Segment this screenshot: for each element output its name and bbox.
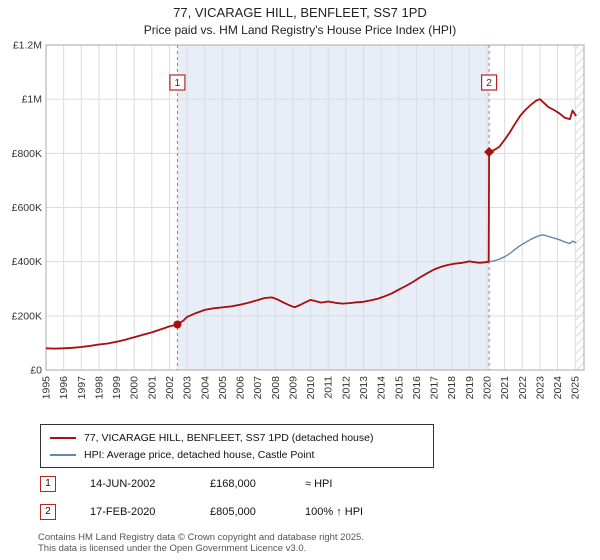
svg-text:2020: 2020 (481, 376, 493, 400)
svg-text:1995: 1995 (41, 376, 53, 400)
svg-text:2010: 2010 (305, 376, 317, 400)
svg-text:1999: 1999 (111, 376, 123, 400)
svg-text:2013: 2013 (358, 376, 370, 400)
svg-text:2024: 2024 (552, 376, 564, 400)
sale-row-2: 2 17-FEB-2020 £805,000 100% ↑ HPI (40, 504, 363, 520)
sale-2-date: 17-FEB-2020 (90, 506, 156, 518)
svg-text:2008: 2008 (270, 376, 282, 400)
svg-text:2004: 2004 (199, 376, 211, 400)
svg-text:2006: 2006 (235, 376, 247, 400)
sale-2-hpi-note: 100% ↑ HPI (305, 506, 364, 518)
svg-text:2019: 2019 (464, 376, 476, 400)
svg-text:£600K: £600K (12, 202, 42, 214)
sale-2-price: £805,000 (210, 506, 256, 518)
svg-text:2002: 2002 (164, 376, 176, 400)
sale-1-marker: 1 (40, 476, 56, 492)
svg-text:2009: 2009 (287, 376, 299, 400)
svg-text:2022: 2022 (517, 376, 529, 400)
legend-swatch-price (50, 436, 76, 439)
sale-1-date: 14-JUN-2002 (90, 478, 156, 490)
sale-2-marker: 2 (40, 504, 56, 520)
legend-label-hpi: HPI: Average price, detached house, Cast… (84, 448, 315, 461)
legend-label-price: 77, VICARAGE HILL, BENFLEET, SS7 1PD (de… (84, 431, 374, 444)
svg-text:£800K: £800K (12, 148, 42, 160)
page-title: 77, VICARAGE HILL, BENFLEET, SS7 1PD (173, 5, 427, 20)
footer-line1: Contains HM Land Registry data © Crown c… (38, 532, 364, 543)
legend: 77, VICARAGE HILL, BENFLEET, SS7 1PD (de… (40, 424, 434, 468)
svg-text:2021: 2021 (499, 376, 511, 400)
svg-text:£200K: £200K (12, 310, 42, 322)
svg-text:2018: 2018 (446, 376, 458, 400)
svg-text:2012: 2012 (340, 376, 352, 400)
svg-text:£1.2M: £1.2M (13, 40, 42, 52)
svg-text:£0: £0 (30, 365, 42, 377)
titles: 77, VICARAGE HILL, BENFLEET, SS7 1PD Pri… (0, 5, 600, 37)
svg-text:2001: 2001 (146, 376, 158, 400)
svg-text:1998: 1998 (93, 376, 105, 400)
svg-text:2000: 2000 (129, 376, 141, 400)
svg-text:2017: 2017 (429, 376, 441, 400)
page-subtitle: Price paid vs. HM Land Registry's House … (143, 23, 457, 37)
footer-line2: This data is licensed under the Open Gov… (38, 542, 307, 554)
svg-text:2016: 2016 (411, 376, 423, 400)
svg-text:1: 1 (174, 77, 180, 89)
svg-text:£1M: £1M (22, 94, 42, 106)
legend-item-price: 77, VICARAGE HILL, BENFLEET, SS7 1PD (de… (50, 429, 424, 446)
svg-text:1996: 1996 (58, 376, 70, 400)
svg-text:2014: 2014 (376, 376, 388, 400)
svg-text:£400K: £400K (12, 256, 42, 268)
svg-text:2007: 2007 (252, 376, 264, 400)
svg-text:2003: 2003 (182, 376, 194, 400)
legend-item-hpi: HPI: Average price, detached house, Cast… (50, 446, 424, 463)
svg-text:2011: 2011 (323, 376, 335, 399)
svg-text:2005: 2005 (217, 376, 229, 400)
sale-row-1: 1 14-JUN-2002 £168,000 ≈ HPI (40, 476, 332, 492)
price-chart: 1 2 1995 1996 1997 1998 1999 2000 2001 2002 2003 20… (12, 40, 585, 400)
svg-text:2023: 2023 (534, 376, 546, 400)
sale-1-hpi-note: ≈ HPI (305, 478, 333, 490)
legend-swatch-hpi (50, 453, 76, 456)
svg-text:2025: 2025 (570, 376, 582, 400)
sale-1-price: £168,000 (210, 478, 256, 490)
svg-text:1997: 1997 (76, 376, 88, 400)
svg-text:2: 2 (486, 77, 492, 89)
svg-text:2015: 2015 (393, 376, 405, 400)
footer: Contains HM Land Registry data © Crown c… (38, 532, 364, 554)
